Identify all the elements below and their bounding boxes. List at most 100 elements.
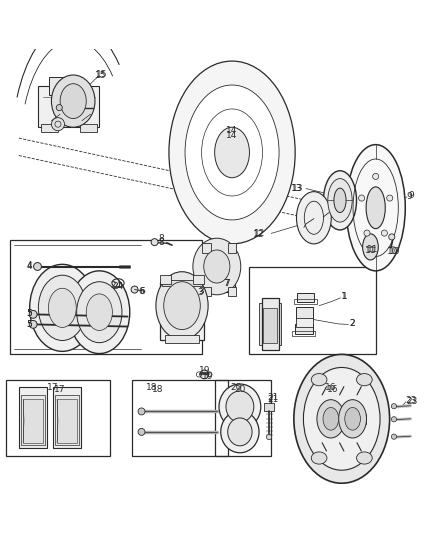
Circle shape — [391, 434, 396, 439]
Text: 20: 20 — [234, 385, 246, 394]
Circle shape — [138, 429, 145, 435]
Bar — [132, 379, 228, 456]
Bar — [39, 86, 99, 127]
Bar — [6, 379, 110, 456]
Circle shape — [56, 104, 62, 111]
Text: 8: 8 — [158, 238, 164, 247]
Bar — [80, 124, 97, 132]
Bar — [55, 395, 79, 445]
Bar — [193, 275, 204, 284]
Text: 21: 21 — [268, 393, 279, 401]
Ellipse shape — [169, 61, 295, 244]
Text: 11: 11 — [367, 246, 378, 254]
Bar — [10, 240, 201, 353]
Text: 6: 6 — [139, 287, 145, 296]
Ellipse shape — [304, 367, 380, 470]
Ellipse shape — [221, 411, 259, 453]
Ellipse shape — [226, 391, 254, 422]
Text: 20: 20 — [230, 383, 242, 392]
Text: 18: 18 — [146, 383, 157, 392]
Circle shape — [200, 370, 208, 379]
Bar — [160, 282, 204, 341]
Text: 14: 14 — [226, 132, 237, 140]
Circle shape — [391, 403, 396, 409]
Ellipse shape — [219, 384, 261, 429]
Ellipse shape — [48, 288, 76, 327]
Ellipse shape — [156, 272, 208, 340]
Bar — [261, 298, 279, 351]
Bar — [202, 253, 235, 292]
Text: 19: 19 — [199, 366, 211, 375]
Bar — [263, 308, 277, 343]
Ellipse shape — [77, 282, 122, 343]
Text: 6: 6 — [138, 287, 144, 296]
Bar — [165, 335, 199, 343]
Text: 10: 10 — [387, 247, 398, 256]
Circle shape — [138, 408, 145, 415]
Ellipse shape — [311, 374, 327, 386]
Ellipse shape — [228, 418, 252, 446]
Ellipse shape — [323, 171, 357, 230]
Circle shape — [29, 320, 37, 328]
Text: 5: 5 — [27, 320, 32, 329]
Circle shape — [29, 310, 37, 318]
Text: 17: 17 — [47, 383, 59, 392]
Bar — [297, 293, 314, 302]
Text: 5: 5 — [27, 309, 32, 318]
Bar — [160, 275, 171, 284]
Text: 15: 15 — [96, 70, 108, 79]
Ellipse shape — [193, 238, 241, 295]
Bar — [294, 299, 317, 304]
Bar — [162, 279, 201, 286]
Bar — [228, 287, 237, 296]
Text: 7: 7 — [224, 279, 230, 287]
Circle shape — [51, 118, 64, 131]
Bar — [259, 303, 281, 345]
Circle shape — [34, 263, 42, 270]
Ellipse shape — [297, 192, 331, 244]
Circle shape — [391, 417, 396, 422]
Bar — [295, 325, 313, 334]
Text: 2: 2 — [350, 319, 355, 328]
Circle shape — [364, 230, 370, 236]
Bar — [53, 387, 81, 448]
Text: 24: 24 — [110, 281, 121, 290]
Bar — [21, 395, 45, 445]
Bar — [250, 266, 376, 353]
Text: 23: 23 — [406, 397, 417, 406]
Circle shape — [131, 286, 138, 293]
Text: 13: 13 — [292, 184, 304, 192]
Text: 5: 5 — [27, 309, 32, 318]
Text: 21: 21 — [268, 395, 279, 403]
Text: 3: 3 — [198, 287, 204, 296]
Bar — [264, 403, 274, 411]
Text: 19: 19 — [201, 372, 213, 381]
Ellipse shape — [185, 85, 279, 220]
Ellipse shape — [60, 84, 86, 118]
Circle shape — [373, 173, 379, 180]
Text: 10: 10 — [389, 247, 400, 256]
Ellipse shape — [323, 408, 339, 430]
Ellipse shape — [328, 179, 352, 222]
Text: 4: 4 — [27, 261, 32, 270]
Ellipse shape — [30, 264, 95, 351]
Ellipse shape — [345, 408, 360, 430]
Text: 2: 2 — [350, 319, 355, 328]
Text: 18: 18 — [152, 385, 163, 394]
Bar — [292, 331, 315, 336]
Text: 14: 14 — [226, 126, 237, 135]
Text: 1: 1 — [342, 293, 347, 302]
Bar — [202, 243, 211, 254]
Ellipse shape — [339, 400, 367, 438]
Text: 15: 15 — [95, 70, 106, 79]
Bar — [318, 414, 366, 424]
Text: 16: 16 — [325, 383, 337, 392]
Circle shape — [381, 230, 388, 236]
Ellipse shape — [311, 452, 327, 464]
Bar — [49, 77, 82, 94]
Ellipse shape — [366, 187, 385, 229]
Bar — [23, 399, 43, 443]
Text: 9: 9 — [406, 192, 412, 201]
Text: 23: 23 — [405, 395, 417, 405]
Bar — [297, 308, 313, 320]
